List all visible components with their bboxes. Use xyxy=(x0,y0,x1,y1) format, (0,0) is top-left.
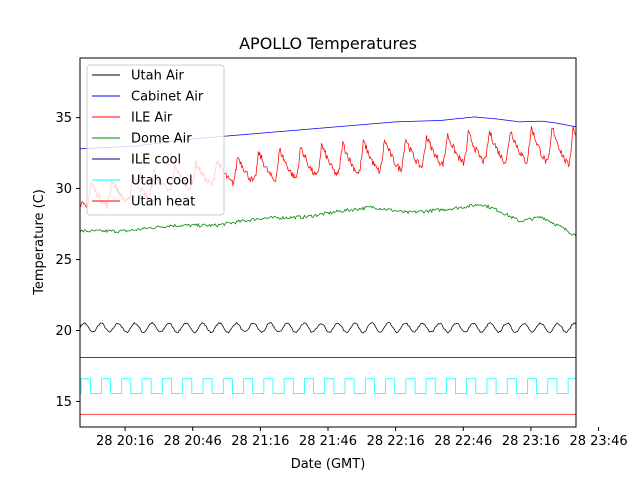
y-axis-label: Temperature (C) xyxy=(32,189,47,296)
x-tick-label: 28 20:16 xyxy=(96,434,154,449)
legend-box xyxy=(86,64,225,216)
chart-title: APOLLO Temperatures xyxy=(239,34,417,53)
legend-label-dome-air: Dome Air xyxy=(131,132,192,147)
y-tick-label: 30 xyxy=(55,182,72,197)
x-tick-label: 28 21:16 xyxy=(231,434,289,449)
legend-label-utah-cool: Utah cool xyxy=(131,174,193,189)
legend-label-ile-air: ILE Air xyxy=(131,111,173,126)
y-axis-ticks: 15 20 25 30 35 xyxy=(55,111,80,410)
legend-label-cabinet-air: Cabinet Air xyxy=(131,90,204,105)
series-line-dome-air xyxy=(80,203,576,237)
legend-label-utah-air: Utah Air xyxy=(131,69,184,84)
x-axis-label: Date (GMT) xyxy=(291,457,366,472)
series-line-utah-air xyxy=(80,321,576,334)
x-tick-label: 28 22:16 xyxy=(367,434,425,449)
legend-label-ile-cool: ILE cool xyxy=(131,153,181,168)
x-tick-label: 28 20:46 xyxy=(164,434,222,449)
legend: Utah Air Cabinet Air ILE Air Dome Air ILE co… xyxy=(86,64,225,216)
y-tick-label: 35 xyxy=(55,111,72,126)
x-tick-label: 28 23:46 xyxy=(569,434,627,449)
x-tick-label: 28 23:16 xyxy=(502,434,560,449)
y-tick-label: 25 xyxy=(55,253,72,268)
y-tick-label: 15 xyxy=(55,395,72,410)
x-tick-label: 28 22:46 xyxy=(434,434,492,449)
y-tick-label: 20 xyxy=(55,324,72,339)
series-line-utah-cool xyxy=(80,378,576,395)
legend-label-utah-heat: Utah heat xyxy=(131,195,195,210)
series-layer xyxy=(80,116,576,415)
x-tick-label: 28 21:46 xyxy=(299,434,357,449)
x-axis-ticks: 28 20:16 28 20:46 28 21:16 28 21:46 28 22:16… xyxy=(96,427,628,449)
